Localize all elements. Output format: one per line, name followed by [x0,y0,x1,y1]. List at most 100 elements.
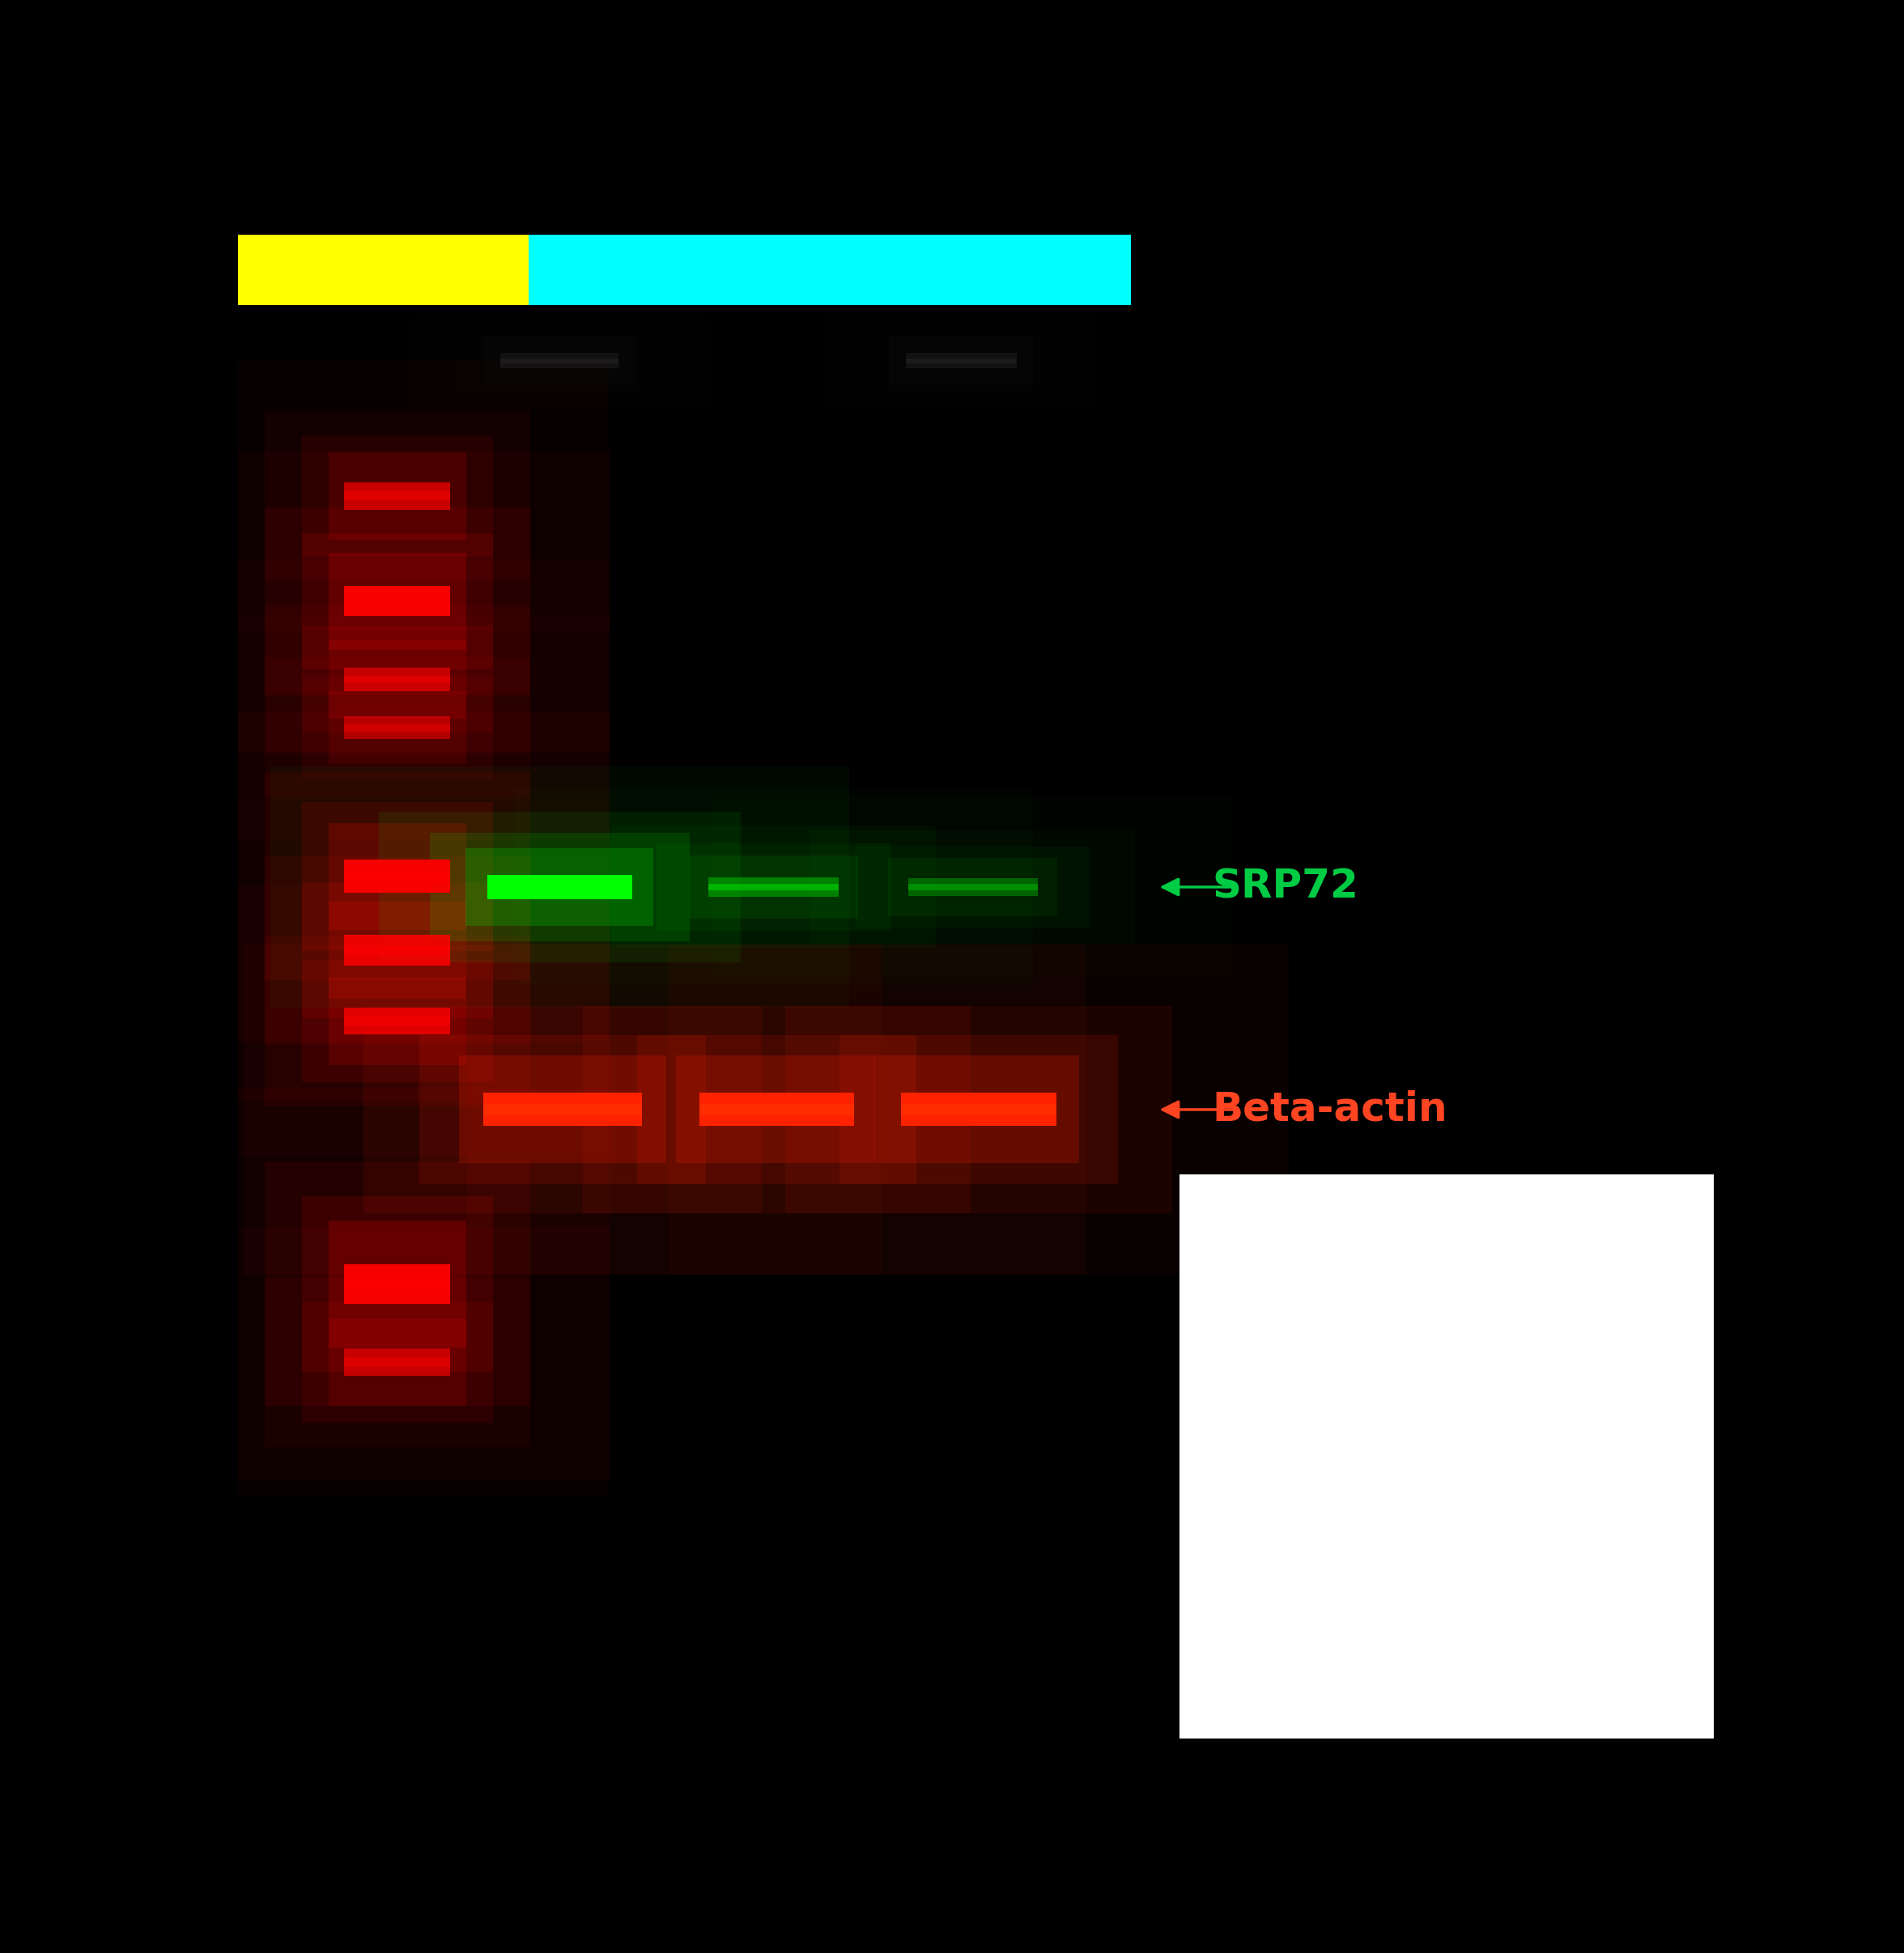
Bar [301,625,493,734]
Bar [714,797,1232,976]
Bar [265,656,529,799]
Bar [301,436,493,557]
Bar [699,1103,855,1115]
Bar [784,1006,1173,1213]
Bar [638,1035,916,1184]
Bar [345,717,451,738]
Bar [345,945,451,955]
Bar [676,1057,878,1164]
Bar [889,857,1057,916]
Bar [327,641,466,719]
Bar [327,691,466,764]
Bar [301,883,493,1018]
Bar [453,326,666,395]
Bar [185,615,609,840]
Bar [345,1008,451,1035]
Bar [301,1301,493,1424]
Bar [345,935,451,965]
Bar [301,1195,493,1373]
Bar [345,1277,451,1291]
Bar [466,943,1087,1275]
Bar [270,768,849,1008]
Bar [908,879,1038,896]
Bar [345,596,451,605]
Bar [514,789,1034,984]
Bar [840,1035,1118,1184]
Bar [430,832,689,941]
Bar [889,336,1034,385]
Bar [345,492,451,500]
Bar [265,935,529,1105]
Bar [345,1350,451,1375]
Bar [901,1094,1057,1127]
Bar [459,1057,666,1164]
Bar [185,451,609,752]
Bar [908,885,1038,891]
Bar [345,668,451,691]
Text: SRP72: SRP72 [1213,867,1358,906]
Bar [265,412,529,580]
Bar [327,1318,466,1406]
Bar [244,943,882,1275]
Bar [484,1103,642,1115]
Bar [265,773,529,980]
Bar [345,482,451,510]
Bar [379,812,741,963]
Bar [327,1221,466,1348]
Bar [699,1094,855,1127]
Bar [411,314,706,408]
Bar [265,508,529,695]
Bar [265,1162,529,1406]
Bar [345,859,451,893]
Bar [878,1057,1080,1164]
Bar [906,353,1017,369]
Bar [345,1264,451,1303]
Bar [301,678,493,779]
Bar [345,871,451,883]
Bar [906,357,1017,363]
Bar [185,1088,609,1480]
Bar [529,234,1131,305]
Bar [185,885,609,1156]
Bar [265,1277,529,1447]
Bar [238,234,529,305]
Bar [185,559,609,801]
Bar [1179,1174,1714,1738]
Bar [657,844,891,932]
Bar [301,961,493,1082]
Bar [487,875,632,898]
Bar [185,801,609,1101]
Bar [501,357,619,363]
Bar [327,451,466,541]
Bar [501,353,619,369]
Bar [185,1226,609,1498]
Bar [583,1006,971,1213]
Bar [327,822,466,930]
Bar [668,943,1289,1275]
Bar [185,711,609,1041]
Bar [324,285,796,436]
Bar [301,803,493,951]
Bar [327,900,466,1000]
Bar [689,855,859,918]
Bar [265,855,529,1045]
Bar [419,1035,706,1184]
Bar [466,848,653,926]
Bar [901,1103,1057,1115]
Bar [484,336,636,385]
Bar [327,976,466,1064]
Bar [345,676,451,684]
Bar [823,314,1099,408]
Bar [345,586,451,617]
Bar [611,826,937,947]
Text: Beta-actin: Beta-actin [1213,1090,1447,1129]
Bar [857,846,1089,928]
Bar [861,326,1061,395]
Bar [811,830,1135,943]
Bar [265,603,529,754]
Bar [364,1006,762,1213]
Bar [185,361,609,631]
Bar [487,883,632,891]
Bar [345,1016,451,1025]
Bar [708,885,838,891]
